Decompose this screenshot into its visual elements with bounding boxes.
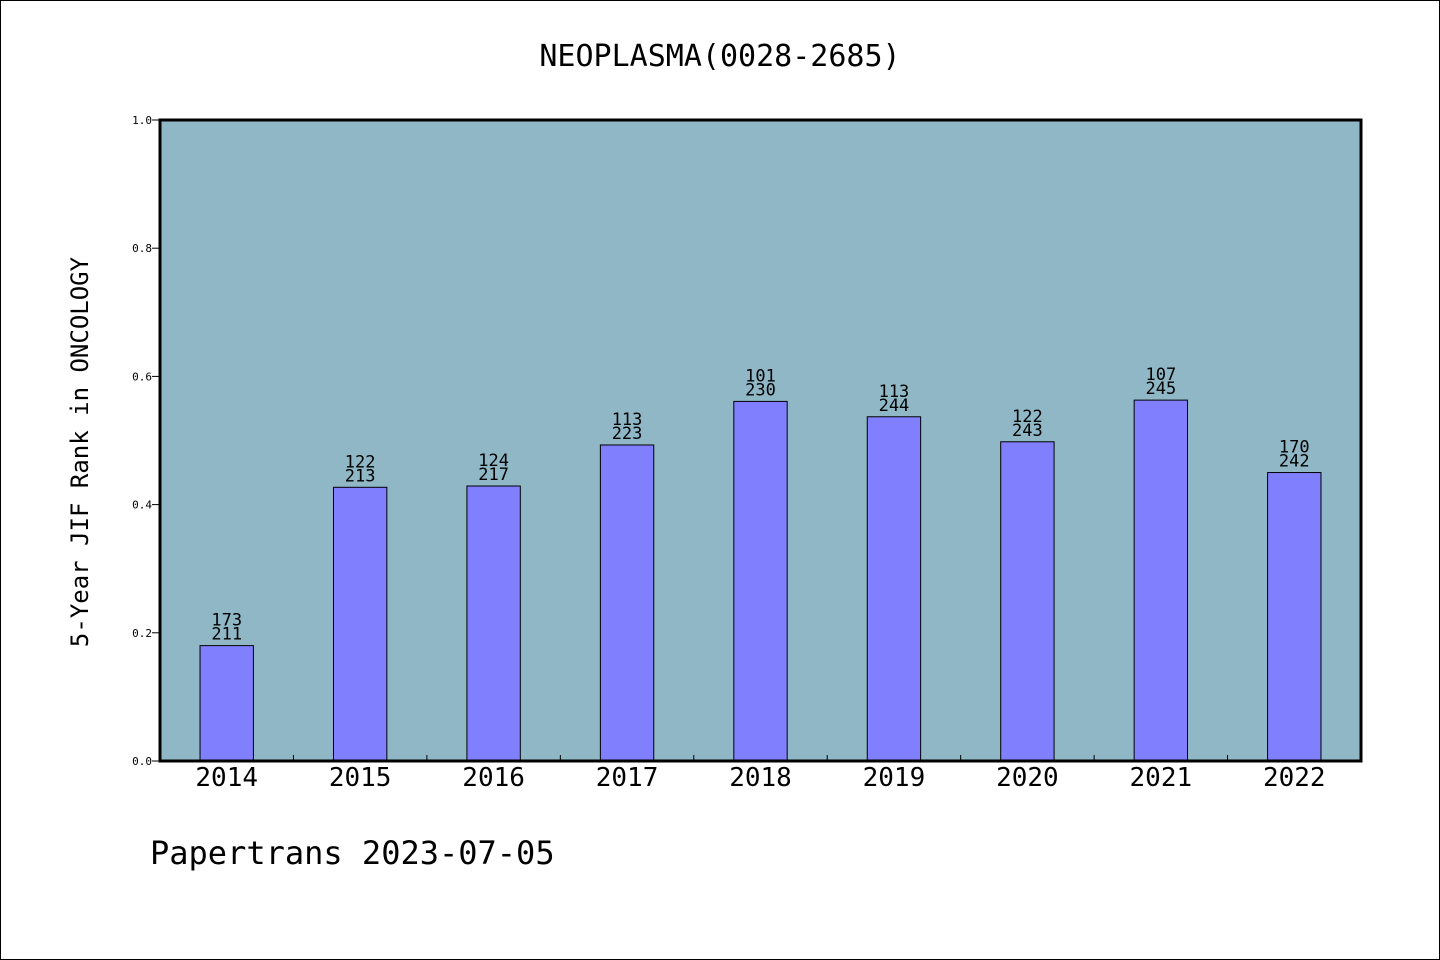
x-tick-label: 2014 xyxy=(195,763,258,793)
y-axis-ticks: 0.0 0.2 0.4 0.6 0.8 1.0 xyxy=(132,114,160,768)
bar-label-total: 242 xyxy=(1279,452,1310,472)
x-tick-label: 2021 xyxy=(1130,763,1193,793)
x-tick-label: 2022 xyxy=(1263,763,1326,793)
bar-label-rank: 124 xyxy=(478,451,509,471)
x-axis-ticks: 2014 2015 2016 2017 2018 2019 2020 2021 2022 xyxy=(195,755,1326,793)
x-tick-label: 2017 xyxy=(596,763,659,793)
bar-2014 xyxy=(199,645,254,762)
bar-2015 xyxy=(332,486,388,762)
bar-2017 xyxy=(599,444,655,762)
x-tick-label: 2015 xyxy=(329,763,392,793)
bar-label-total: 243 xyxy=(1012,421,1043,441)
bar-label-rank: 122 xyxy=(1012,407,1043,427)
y-tick-label: 1.0 xyxy=(132,114,152,127)
y-axis-label: 5-Year JIF Rank in ONCOLOGY xyxy=(66,256,94,647)
footer-text: Papertrans 2023-07-05 xyxy=(150,834,555,872)
y-tick-label: 0.4 xyxy=(132,499,152,512)
bar-label-rank: 101 xyxy=(745,366,776,386)
bar-label-total: 244 xyxy=(879,396,910,416)
bar-label-total: 230 xyxy=(745,380,776,400)
bar-label-total: 213 xyxy=(345,466,376,486)
y-tick-label: 0.8 xyxy=(132,242,152,255)
y-tick-label: 0.0 xyxy=(132,755,152,768)
bar-2016 xyxy=(466,485,521,762)
x-tick-label: 2020 xyxy=(996,763,1059,793)
bar-label-rank: 113 xyxy=(879,382,910,402)
bar-2022 xyxy=(1267,472,1322,762)
bar-label-total: 245 xyxy=(1145,379,1176,399)
bar-label-rank: 113 xyxy=(612,410,643,430)
x-tick-label: 2019 xyxy=(863,763,926,793)
plot-border xyxy=(158,118,1363,763)
x-tick-label: 2018 xyxy=(729,763,792,793)
bar-label-rank: 173 xyxy=(211,611,242,631)
bar-2020 xyxy=(1000,441,1055,762)
bar-2021 xyxy=(1133,399,1189,762)
bar-label-rank: 122 xyxy=(345,452,376,472)
bar-2019 xyxy=(866,416,922,762)
bar-label-total: 217 xyxy=(478,465,509,485)
bar-label-total: 211 xyxy=(211,625,242,645)
bar-label-rank: 107 xyxy=(1145,365,1176,385)
x-tick-label: 2016 xyxy=(462,763,525,793)
y-tick-label: 0.2 xyxy=(132,627,152,640)
bar-label-rank: 170 xyxy=(1279,438,1310,458)
bar-label-total: 223 xyxy=(612,424,643,444)
bars xyxy=(199,399,1322,762)
chart-title: NEOPLASMA(0028-2685) xyxy=(539,39,900,74)
bar-2018 xyxy=(733,400,788,762)
y-tick-label: 0.6 xyxy=(132,370,152,383)
